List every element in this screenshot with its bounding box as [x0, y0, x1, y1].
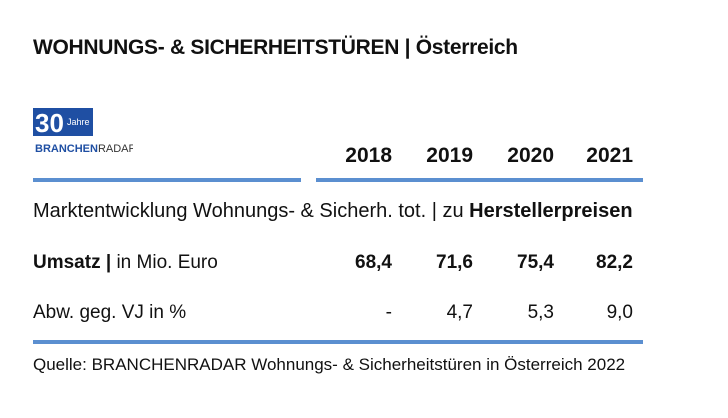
table-cell: 82,2 [596, 252, 633, 273]
svg-text:30: 30 [35, 108, 64, 138]
chart-title: WOHNUNGS- & SICHERHEITSTÜREN | Österreic… [33, 36, 518, 59]
column-header-2020: 2020 [507, 144, 554, 167]
row-label-umsatz: Umsatz | in Mio. Euro [33, 252, 218, 274]
subtitle-prefix: Marktentwicklung Wohnungs- & Sicherh. to… [33, 200, 470, 222]
table-cell: 4,7 [446, 302, 473, 323]
svg-text:Jahre: Jahre [67, 117, 90, 127]
footer-rule [33, 340, 643, 344]
column-header-2018: 2018 [345, 144, 392, 167]
table-cell: 71,6 [436, 252, 473, 273]
column-header-2021: 2021 [586, 144, 633, 167]
header-rule-right [316, 178, 643, 182]
table-subtitle: Marktentwicklung Wohnungs- & Sicherh. to… [33, 200, 633, 223]
row-label-rest: in Mio. Euro [116, 252, 218, 273]
branchenradar-logo: 30 Jahre BRANCHENRADAR [33, 108, 133, 154]
table-cell: 75,4 [517, 252, 554, 273]
subtitle-emphasis: Herstellerpreisen [469, 200, 633, 222]
table-cell: 68,4 [355, 252, 392, 273]
svg-text:BRANCHENRADAR: BRANCHENRADAR [35, 143, 133, 154]
table-cell: 9,0 [606, 302, 633, 323]
column-header-2019: 2019 [426, 144, 473, 167]
source-note: Quelle: BRANCHENRADAR Wohnungs- & Sicher… [33, 355, 626, 374]
table-cell: - [385, 302, 392, 323]
table-cell: 5,3 [527, 302, 554, 323]
header-rule-left [33, 178, 301, 182]
row-label-abweichung: Abw. geg. VJ in % [33, 302, 187, 323]
row-label-bold: Umsatz | [33, 252, 112, 273]
